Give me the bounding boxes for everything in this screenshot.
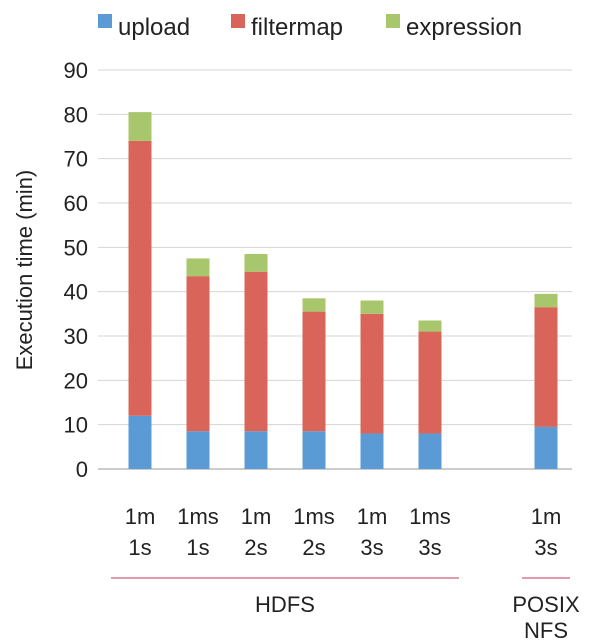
y-tick-label: 30 [64, 324, 88, 349]
y-axis-ticks: 0 10 20 30 40 50 60 70 80 90 [64, 58, 88, 482]
bar-segment-upload [534, 426, 558, 469]
bar-segment-upload [302, 431, 326, 469]
bar-segment-filtermap [360, 313, 384, 434]
y-tick-label: 20 [64, 368, 88, 393]
x-tick-label: 1m [125, 504, 156, 529]
group-label: NFS [524, 618, 568, 643]
bar-segment-expression [302, 298, 326, 312]
legend-swatch-upload [98, 14, 112, 28]
bar-segment-upload [244, 431, 268, 469]
x-tick-label: 1ms [177, 504, 219, 529]
x-tick-label: 1m [357, 504, 388, 529]
bar-segment-upload [128, 415, 152, 469]
bar-segment-expression [186, 258, 210, 277]
group-label: POSIX [512, 592, 580, 617]
group-label: HDFS [255, 592, 315, 617]
y-axis-title: Execution time (min) [12, 170, 37, 371]
bar-segment-filtermap [418, 331, 442, 434]
bar-segment-filtermap [302, 311, 326, 432]
bar-segment-expression [418, 320, 442, 332]
legend-label: upload [118, 14, 190, 41]
legend-swatch-expression [386, 14, 400, 28]
legend-label: expression [406, 14, 522, 41]
bar-segment-filtermap [186, 276, 210, 432]
x-tick-label: 1s [128, 535, 151, 560]
x-axis-labels: 1m 1s 1ms 1s 1m 2s 1ms 2s 1m 3s 1ms 3s 1m 3s [125, 504, 562, 560]
gridlines [98, 69, 572, 470]
x-tick-label: 1m [531, 504, 562, 529]
bar-segment-expression [128, 112, 152, 141]
bar-segment-filtermap [534, 307, 558, 427]
bars [128, 112, 558, 469]
y-tick-label: 60 [64, 191, 88, 216]
y-tick-label: 10 [64, 413, 88, 438]
x-tick-label: 1s [186, 535, 209, 560]
bar-segment-expression [244, 253, 268, 272]
bar-segment-upload [418, 433, 442, 469]
y-tick-label: 90 [64, 58, 88, 83]
x-tick-label: 1ms [409, 504, 451, 529]
bar-segment-filtermap [128, 140, 152, 416]
y-tick-label: 40 [64, 280, 88, 305]
x-tick-label: 2s [244, 535, 267, 560]
y-tick-label: 0 [76, 457, 88, 482]
bar-segment-filtermap [244, 271, 268, 432]
x-tick-label: 1ms [293, 504, 335, 529]
bar-segment-upload [360, 433, 384, 469]
legend-swatch-filtermap [231, 14, 245, 28]
bar-segment-upload [186, 431, 210, 469]
bar-segment-expression [360, 300, 384, 314]
x-tick-label: 3s [418, 535, 441, 560]
x-tick-label: 2s [302, 535, 325, 560]
y-tick-label: 80 [64, 102, 88, 127]
x-tick-label: 1m [241, 504, 272, 529]
bar-segment-expression [534, 293, 558, 308]
legend: upload filtermap expression [98, 14, 522, 41]
legend-label: filtermap [251, 14, 343, 41]
x-tick-label: 3s [360, 535, 383, 560]
y-tick-label: 50 [64, 235, 88, 260]
x-tick-label: 3s [534, 535, 557, 560]
y-tick-label: 70 [64, 147, 88, 172]
